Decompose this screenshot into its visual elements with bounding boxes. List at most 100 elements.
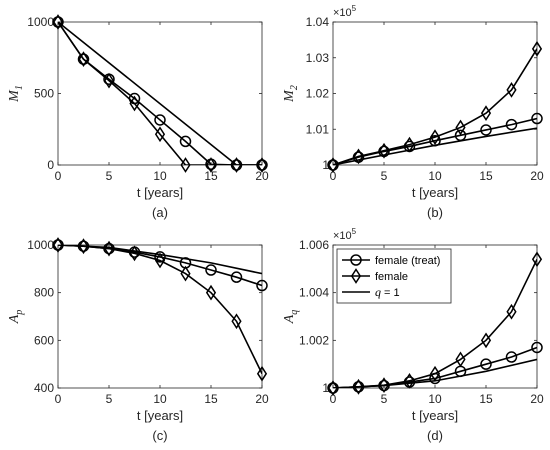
series-line bbox=[333, 358, 537, 388]
data-point-diamond bbox=[506, 303, 517, 320]
series-diamond bbox=[58, 22, 262, 165]
data-point-diamond bbox=[256, 157, 268, 173]
y-axis-label: M2 bbox=[282, 85, 300, 103]
data-point-diamond bbox=[327, 380, 339, 396]
data-point-circle bbox=[480, 358, 492, 370]
data-point-diamond bbox=[205, 157, 217, 173]
x-tick-label: 20 bbox=[530, 392, 544, 406]
data-point-diamond bbox=[353, 148, 364, 165]
x-tick-label: 0 bbox=[330, 169, 337, 183]
data-point-diamond bbox=[154, 126, 166, 143]
y-tick-label: 1.006 bbox=[299, 238, 329, 252]
y-tick-label: 1000 bbox=[27, 15, 54, 29]
panel-caption: (a) bbox=[152, 205, 168, 220]
y-tick-label: 1000 bbox=[27, 238, 54, 252]
y-exponent-label: ×105 bbox=[333, 4, 357, 19]
data-point-diamond bbox=[404, 372, 415, 389]
x-tick-label: 10 bbox=[428, 169, 442, 183]
data-point-diamond bbox=[480, 105, 492, 122]
legend-marker-diamond bbox=[350, 268, 362, 284]
legend-marker-circle bbox=[350, 254, 362, 266]
data-point-circle bbox=[230, 271, 243, 283]
data-point-diamond bbox=[154, 252, 166, 269]
x-tick-label: 5 bbox=[106, 169, 113, 183]
series-line bbox=[333, 48, 537, 165]
x-tick-label: 10 bbox=[153, 392, 167, 406]
x-axis-label: t [years] bbox=[137, 408, 183, 423]
data-point-circle bbox=[531, 112, 543, 125]
x-tick-label: 5 bbox=[381, 392, 388, 406]
data-point-diamond bbox=[78, 238, 89, 255]
data-point-diamond bbox=[103, 72, 115, 89]
legend-label: female (treat) bbox=[375, 255, 440, 267]
data-point-diamond bbox=[455, 119, 466, 136]
data-point-circle bbox=[154, 251, 166, 263]
x-tick-label: 0 bbox=[330, 392, 337, 406]
x-axis-label: t [years] bbox=[137, 185, 183, 200]
panel-d: 0 5 10 15 20 1 1.002 1.004 1.006 ×105 t [years] (d)… bbox=[282, 227, 544, 443]
data-point-diamond bbox=[429, 129, 441, 145]
data-point-diamond bbox=[231, 313, 242, 330]
data-point-diamond bbox=[52, 14, 64, 30]
data-point-diamond bbox=[180, 157, 191, 173]
x-tick-label: 15 bbox=[479, 169, 493, 183]
axes-box bbox=[57, 21, 263, 166]
y-tick-label: 1.04 bbox=[306, 15, 330, 29]
y-tick-label: 500 bbox=[34, 87, 54, 101]
data-point-diamond bbox=[129, 95, 140, 112]
data-point-diamond bbox=[480, 332, 492, 349]
x-axis-label: t [years] bbox=[412, 408, 458, 423]
x-tick-label: 5 bbox=[381, 169, 388, 183]
panel-caption: (d) bbox=[427, 428, 443, 443]
x-tick-label: 10 bbox=[428, 392, 442, 406]
data-point-diamond bbox=[103, 240, 115, 257]
data-point-circle bbox=[480, 124, 492, 136]
data-point-diamond bbox=[378, 142, 390, 159]
x-tick-label: 20 bbox=[530, 169, 544, 183]
x-tick-label: 15 bbox=[204, 169, 218, 183]
series-plain bbox=[58, 22, 262, 165]
data-point-diamond bbox=[506, 82, 517, 98]
y-tick-label: 1 bbox=[322, 381, 329, 395]
y-tick-label: 0 bbox=[47, 158, 54, 172]
y-axis-label: M1 bbox=[7, 85, 25, 103]
y-tick-label: 1.01 bbox=[306, 122, 330, 136]
data-point-diamond bbox=[531, 40, 543, 57]
y-tick-label: 1.03 bbox=[306, 51, 330, 65]
legend-label: female bbox=[375, 271, 408, 283]
panel-a: 0 5 10 15 20 0 500 1000 t [years] (a) M1 bbox=[7, 14, 269, 220]
series-line bbox=[58, 245, 262, 275]
data-point-circle bbox=[256, 279, 268, 292]
y-exponent-label: ×105 bbox=[333, 227, 357, 242]
panel-caption: (b) bbox=[427, 205, 443, 220]
x-tick-label: 20 bbox=[255, 392, 269, 406]
data-point-diamond bbox=[256, 365, 268, 382]
x-tick-label: 0 bbox=[55, 169, 62, 183]
data-point-circle bbox=[505, 351, 518, 363]
y-axis-label: Aq bbox=[282, 310, 300, 325]
data-point-diamond bbox=[353, 378, 364, 395]
series-plain bbox=[58, 245, 262, 275]
axes-box bbox=[57, 244, 263, 389]
x-axis-label: t [years] bbox=[412, 185, 458, 200]
y-tick-label: 1.02 bbox=[306, 87, 330, 101]
data-point-circle bbox=[154, 114, 166, 126]
x-tick-label: 20 bbox=[255, 169, 269, 183]
y-tick-label: 1.004 bbox=[299, 286, 329, 300]
series-plain bbox=[333, 358, 537, 388]
series-diamond bbox=[333, 48, 537, 165]
data-point-diamond bbox=[180, 265, 191, 282]
y-tick-label: 1.002 bbox=[299, 333, 329, 347]
data-point-circle bbox=[179, 135, 192, 148]
y-tick-label: 800 bbox=[34, 286, 54, 300]
data-point-diamond bbox=[404, 136, 415, 153]
x-tick-label: 10 bbox=[153, 169, 167, 183]
data-point-diamond bbox=[205, 284, 217, 301]
data-point-circle bbox=[205, 264, 217, 276]
legend-label: q = 1 bbox=[375, 285, 400, 299]
data-point-diamond bbox=[531, 251, 543, 268]
data-point-diamond bbox=[52, 237, 64, 253]
y-tick-label: 1 bbox=[322, 158, 329, 172]
data-point-diamond bbox=[327, 157, 339, 173]
